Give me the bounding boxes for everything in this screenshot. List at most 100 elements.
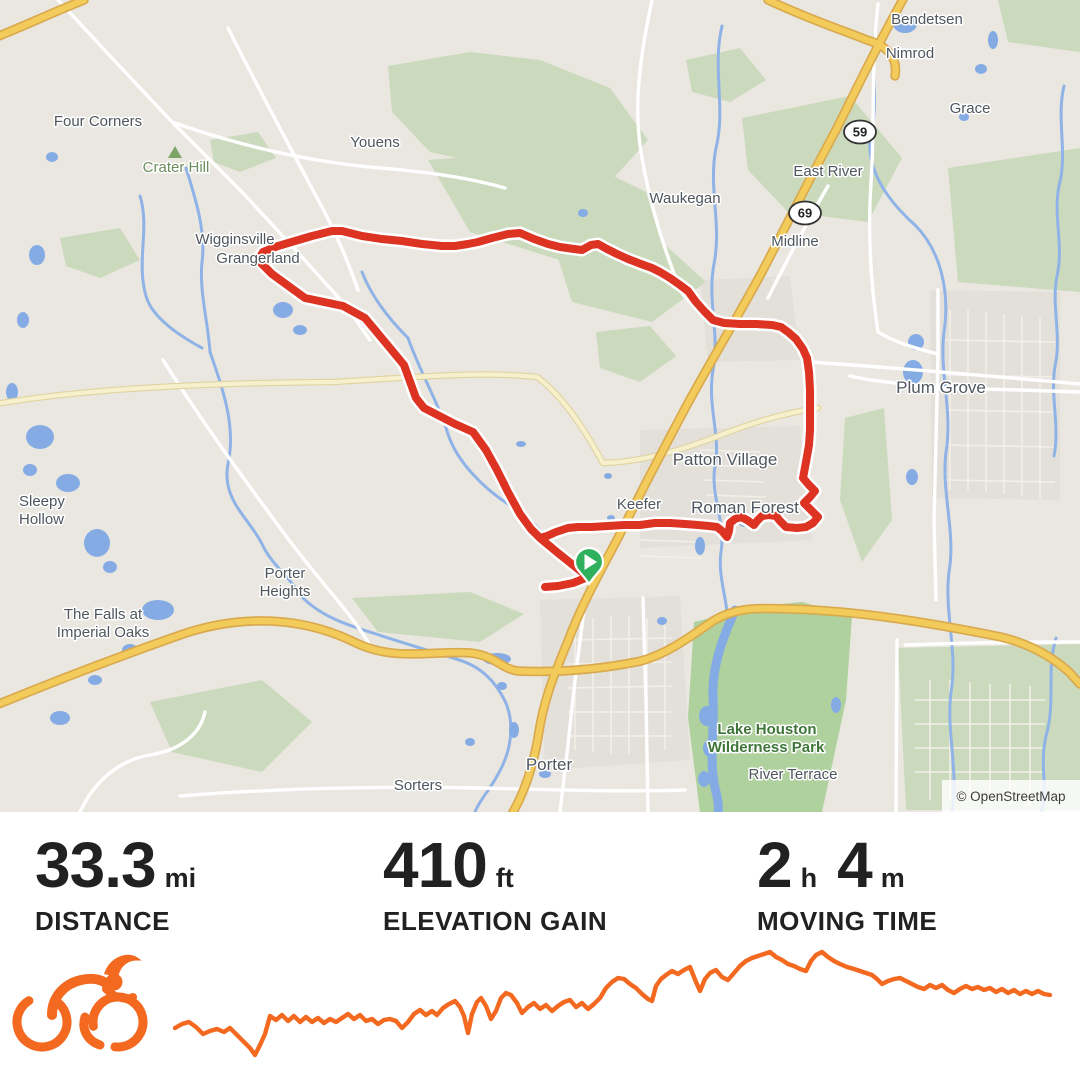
residential-area xyxy=(540,596,690,770)
attribution-background xyxy=(942,780,1080,812)
map-svg: 59 69 Youens Waukegan Four Corners Crater Hil… xyxy=(0,0,1080,812)
highway-shield xyxy=(843,119,877,145)
map-label: Bendetsen xyxy=(891,11,963,28)
map-label: Midline xyxy=(771,233,819,250)
lake xyxy=(959,113,969,121)
cyclist-icon xyxy=(12,954,148,1052)
lake xyxy=(465,738,475,746)
distance-label: DISTANCE xyxy=(35,906,170,936)
lake xyxy=(906,469,918,485)
lake xyxy=(23,464,37,476)
lake xyxy=(103,561,117,573)
creek xyxy=(868,26,956,812)
map-label: Keefer xyxy=(617,496,661,513)
lake xyxy=(657,617,667,625)
forest-area xyxy=(948,148,1080,292)
footer xyxy=(0,949,1080,1080)
highway xyxy=(0,0,88,39)
creek xyxy=(138,194,204,350)
map-label: Wigginsville xyxy=(195,231,274,248)
lake xyxy=(695,537,705,555)
map-label: Grangerland xyxy=(216,250,299,267)
lake xyxy=(46,152,58,162)
map-label: Hollow xyxy=(19,511,64,528)
road xyxy=(558,600,587,812)
forest-area xyxy=(388,52,648,182)
map-label: Patton Village xyxy=(673,450,778,469)
map-label: Youens xyxy=(350,134,400,151)
map-label: Sleepy xyxy=(19,493,65,510)
lake xyxy=(699,706,715,726)
elevation-unit: ft xyxy=(495,863,514,893)
residential-area xyxy=(930,290,1060,500)
lake xyxy=(26,425,54,449)
lake xyxy=(698,771,710,787)
lake xyxy=(831,697,841,713)
lake xyxy=(703,739,717,757)
lake xyxy=(273,302,293,318)
forest-area xyxy=(150,680,312,772)
map-label: Heights xyxy=(260,583,311,600)
road xyxy=(226,26,360,292)
lake xyxy=(56,474,80,492)
map-label: Sorters xyxy=(394,777,442,794)
elevation-profile-line xyxy=(172,949,1053,1058)
map-label: Roman Forest xyxy=(691,498,799,517)
forest-area xyxy=(998,0,1080,52)
map-label: East River xyxy=(793,163,862,180)
map-label: The Falls at xyxy=(64,606,143,623)
map-label: Porter xyxy=(265,565,306,582)
map-label: Lake Houston xyxy=(717,721,816,738)
lake xyxy=(516,441,526,447)
lake xyxy=(17,312,29,328)
peak-icon xyxy=(168,146,182,158)
road xyxy=(161,358,370,644)
lake xyxy=(142,600,174,620)
route-map[interactable]: 59 69 Youens Waukegan Four Corners Crater Hil… xyxy=(0,0,1080,812)
map-label: Grace xyxy=(950,100,991,117)
time-hours-value: 2 xyxy=(757,829,793,901)
street-grid xyxy=(639,449,767,559)
road xyxy=(894,638,899,812)
distance-unit: mi xyxy=(164,863,197,893)
stat-moving-time: 2 h 4 m MOVING TIME xyxy=(757,833,937,937)
forest-area xyxy=(210,132,276,172)
park-area xyxy=(688,602,852,812)
highway-shield xyxy=(788,200,822,226)
road xyxy=(170,120,507,190)
lake xyxy=(497,682,507,690)
forest-area xyxy=(898,644,1080,810)
lake xyxy=(988,31,998,49)
time-hours-unit: h xyxy=(800,863,818,893)
highway-shield-label: 69 xyxy=(798,206,812,221)
road xyxy=(932,288,940,602)
time-label: MOVING TIME xyxy=(757,906,938,936)
lake xyxy=(88,675,102,685)
elevation-profile-chart xyxy=(172,949,1053,1058)
map-label: Crater Hill xyxy=(143,159,210,176)
map-label: Porter xyxy=(526,755,573,774)
creek xyxy=(208,350,513,812)
road xyxy=(903,640,1080,647)
road xyxy=(78,710,207,812)
map-label: Four Corners xyxy=(54,113,142,130)
forest-area xyxy=(60,228,140,278)
map-label: Plum Grove xyxy=(896,378,986,397)
road xyxy=(178,785,687,798)
forest-area xyxy=(686,48,766,102)
map-label: Nimrod xyxy=(886,45,934,62)
map-label: River Terrace xyxy=(749,766,838,783)
road xyxy=(766,184,830,300)
highway-shield-label: 59 xyxy=(853,125,867,140)
play-icon xyxy=(584,554,597,570)
road xyxy=(808,360,1080,386)
road xyxy=(936,386,1080,394)
creek xyxy=(184,166,212,354)
road xyxy=(641,596,650,812)
map-attribution[interactable]: © OpenStreetMap xyxy=(956,789,1065,804)
stat-elevation-gain: 410 ft ELEVATION GAIN xyxy=(383,833,607,937)
highway xyxy=(509,0,907,812)
distance-value: 33.3 xyxy=(35,829,157,901)
lake xyxy=(509,722,519,738)
